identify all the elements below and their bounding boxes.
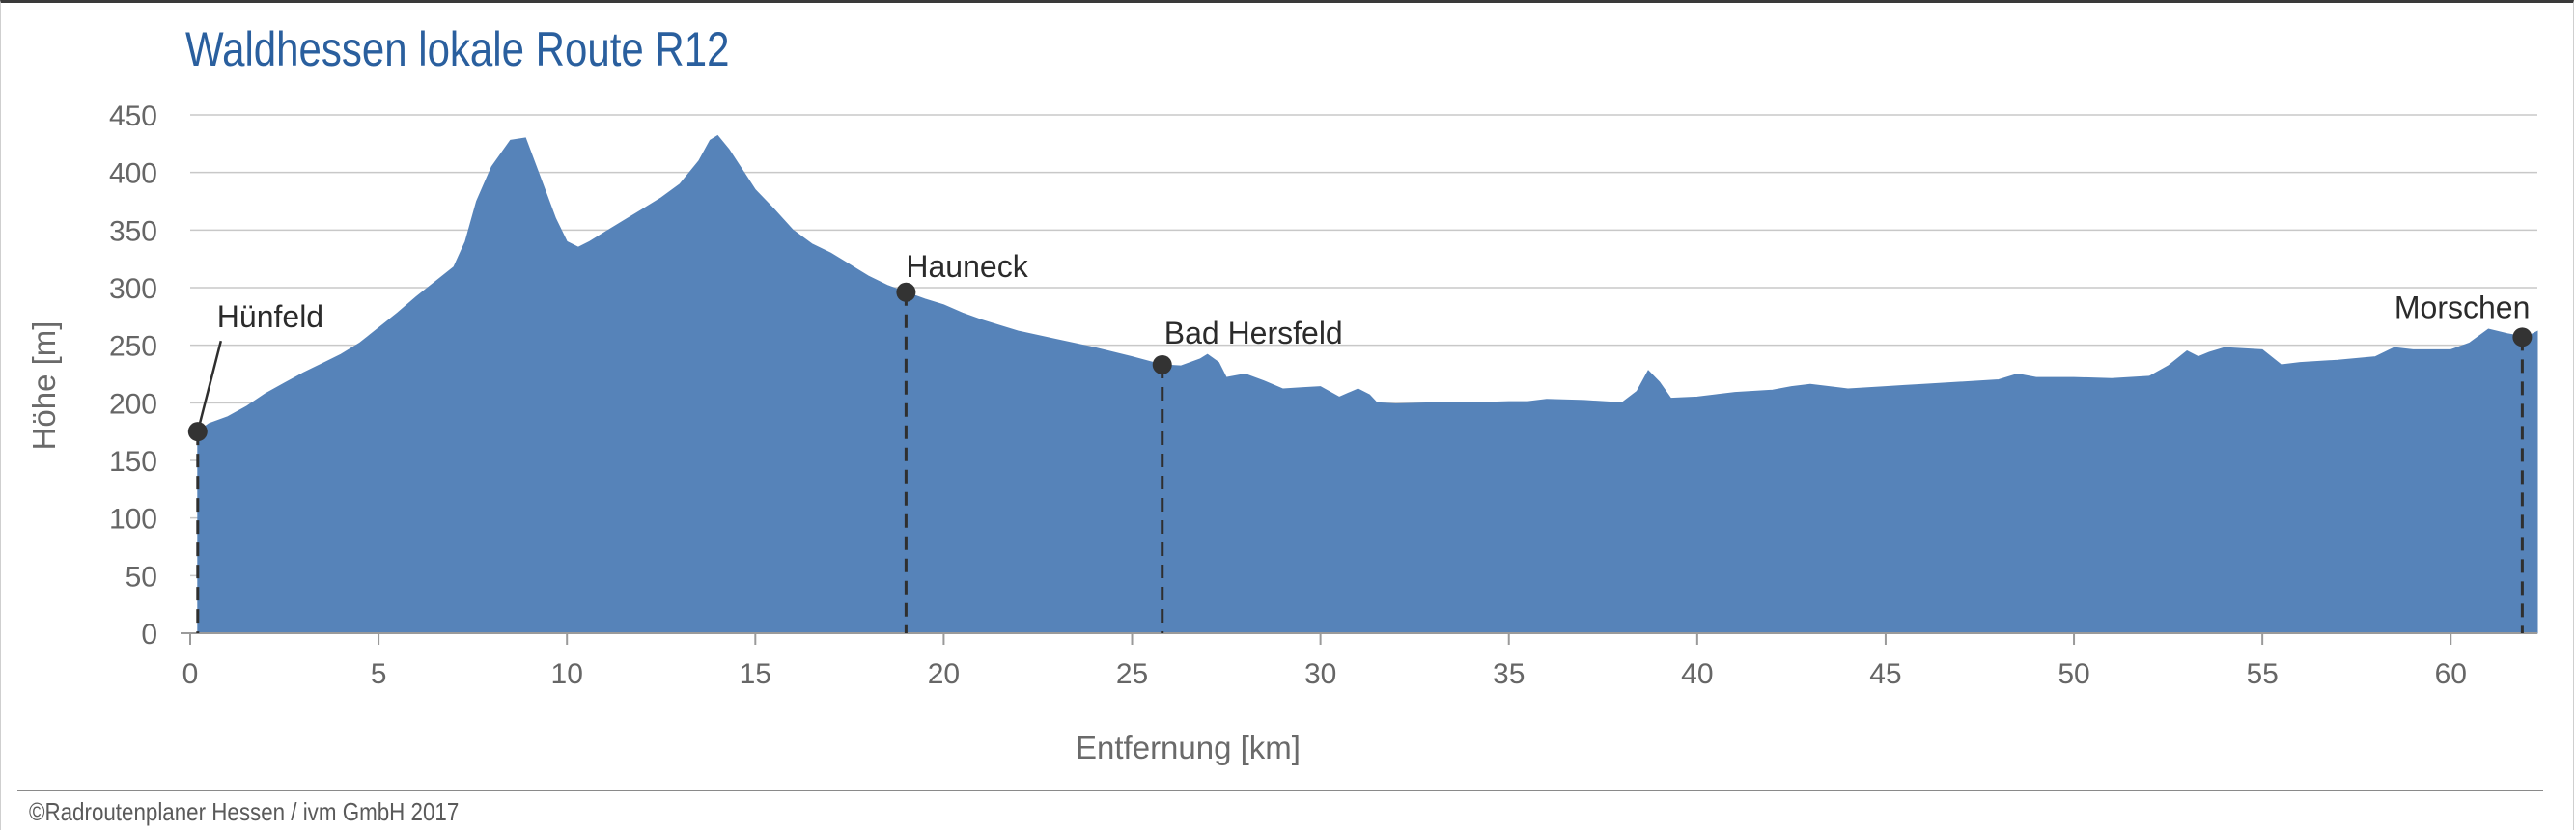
y-tick-label: 100 xyxy=(109,504,157,536)
x-tick-label: 0 xyxy=(182,658,199,690)
x-tick-label: 40 xyxy=(1681,658,1713,690)
x-tick-label: 5 xyxy=(371,658,387,690)
chart-title: Waldhessen lokale Route R12 xyxy=(185,22,730,76)
y-tick-label: 0 xyxy=(141,619,157,651)
y-tick-label: 450 xyxy=(109,100,157,132)
copyright-text: ©Radroutenplaner Hessen / ivm GmbH 2017 xyxy=(29,797,460,826)
x-tick-label: 60 xyxy=(2435,658,2467,690)
town-marker xyxy=(1152,354,1172,374)
x-axis-title: Entfernung [km] xyxy=(1076,730,1301,765)
axes: 0 50 100 150 200 250 300 350 400 450 0 5 10 15 20 25 30 3… xyxy=(109,100,2537,690)
x-tick-label: 45 xyxy=(1869,658,1901,690)
x-tick-label: 10 xyxy=(551,658,583,690)
y-tick-label: 50 xyxy=(126,561,157,593)
x-tick-label: 50 xyxy=(2058,658,2089,690)
y-tick-label: 150 xyxy=(109,446,157,478)
town-label: Bad Hersfeld xyxy=(1164,316,1343,350)
y-tick-label: 200 xyxy=(109,388,157,420)
elevation-profile xyxy=(197,134,2538,634)
town-markers: Hünfeld Hauneck Bad Hersfeld Morschen xyxy=(187,249,2533,633)
y-tick-label: 300 xyxy=(109,273,157,305)
town-leader-line xyxy=(196,340,223,432)
town-marker xyxy=(2512,327,2533,347)
footer-divider xyxy=(17,790,2543,791)
x-tick-label: 55 xyxy=(2246,658,2278,690)
y-tick-label: 250 xyxy=(109,331,157,363)
y-tick-label: 350 xyxy=(109,215,157,247)
town-marker xyxy=(896,282,916,302)
x-tick-label: 35 xyxy=(1493,658,1525,690)
x-tick-label: 25 xyxy=(1116,658,1148,690)
town-label: Morschen xyxy=(2394,290,2531,324)
x-tick-label: 30 xyxy=(1304,658,1336,690)
x-tick-label: 20 xyxy=(928,658,960,690)
y-tick-label: 400 xyxy=(109,158,157,190)
town-label: Hauneck xyxy=(906,249,1028,284)
y-axis-title: Höhe [m] xyxy=(26,321,62,451)
town-label: Hünfeld xyxy=(217,299,323,334)
elevation-area xyxy=(197,134,2538,634)
town-marker xyxy=(187,422,208,442)
x-tick-label: 15 xyxy=(740,658,771,690)
